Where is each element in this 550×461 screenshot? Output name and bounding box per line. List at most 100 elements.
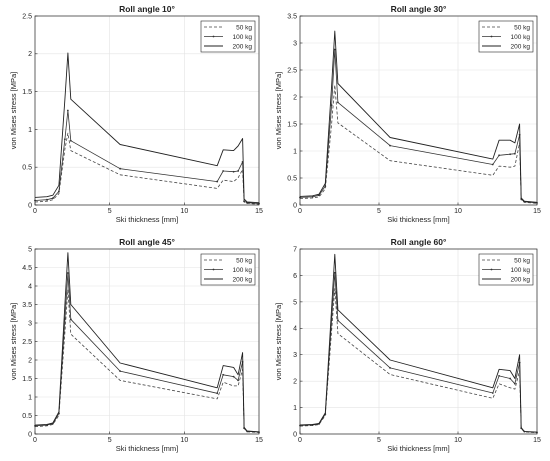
y-tick-label: 1: [293, 148, 297, 155]
subplot-3: 0 5 10 15 0 0.5 1 1.5 2 2.5 3 3.5 4 4.5 5 Roll angle 45…: [9, 237, 263, 453]
y-tick-label: 2.5: [22, 13, 32, 20]
data-point: [491, 392, 494, 394]
x-tick-label: 15: [255, 208, 263, 215]
data-point: [330, 104, 333, 106]
legend-marker: [490, 35, 493, 38]
y-tick-label: 4: [28, 283, 32, 290]
x-axis-label: Ski thickness [mm]: [116, 444, 179, 453]
legend-label: 100 kg: [510, 34, 530, 41]
axes-box: [34, 15, 260, 206]
chart-title: Roll angle 30°: [391, 4, 447, 14]
data-point: [498, 154, 500, 157]
legend-label: 50 kg: [514, 257, 530, 264]
data-point: [337, 319, 339, 322]
y-tick-label: 3: [293, 40, 297, 47]
data-point: [216, 392, 219, 395]
data-point: [119, 370, 122, 372]
y-tick-label: 4.5: [22, 265, 32, 272]
legend: 50 kg 100 kg 200 kg: [478, 253, 534, 286]
data-point: [389, 144, 391, 147]
x-tick-label: 10: [454, 437, 462, 444]
y-tick-label: 1: [28, 394, 32, 401]
legend: 50 kg 100 kg 200 kg: [200, 20, 256, 53]
y-tick-label: 5: [293, 299, 297, 306]
y-tick-label: 2: [28, 51, 32, 58]
legend-label: 50 kg: [514, 24, 530, 31]
y-tick-label: 3: [293, 352, 297, 359]
legend-box: [200, 20, 256, 53]
y-tick-label: 1.5: [22, 89, 32, 96]
data-point: [232, 375, 235, 378]
y-tick-label: 0.5: [22, 413, 32, 420]
y-tick-label: 1: [28, 127, 32, 134]
y-tick-label: 2.5: [287, 67, 297, 74]
data-point: [491, 163, 494, 166]
y-tick-label: 0.5: [22, 165, 32, 172]
x-tick-label: 5: [377, 437, 381, 444]
series-line-200-kg: [34, 252, 260, 433]
legend-label: 200 kg: [232, 43, 252, 50]
data-point: [66, 272, 69, 274]
data-point: [119, 167, 122, 170]
x-tick-label: 10: [180, 208, 188, 215]
subplot-4: 0 5 10 15 0 1 2 3 4 5 6 7 Roll angle 60° Ski thicknes…: [274, 237, 541, 453]
y-axis-label: von Mises stress [MPa]: [9, 72, 18, 150]
series-line-200-kg: [299, 253, 538, 433]
axes-box: [299, 248, 538, 435]
x-axis-label: Ski thickness [mm]: [387, 215, 450, 224]
x-axis-label: Ski thickness [mm]: [387, 444, 450, 453]
legend-label: 200 kg: [232, 276, 252, 283]
x-tick-label: 15: [533, 208, 541, 215]
data-point: [57, 190, 60, 193]
y-tick-label: 2: [293, 94, 297, 101]
data-point: [237, 379, 239, 382]
data-point: [389, 367, 391, 369]
x-tick-label: 0: [298, 208, 302, 215]
legend-marker: [212, 35, 215, 38]
data-point: [216, 180, 219, 183]
series-line-200-kg: [299, 30, 538, 203]
y-tick-label: 3.5: [22, 302, 32, 309]
chart-title: Roll angle 10°: [119, 4, 175, 14]
y-axis-label: von Mises stress [MPa]: [9, 303, 18, 381]
data-point: [222, 170, 225, 172]
legend: 50 kg 100 kg 200 kg: [200, 253, 256, 286]
data-point: [509, 377, 512, 380]
y-tick-label: 2: [293, 379, 297, 386]
chart-title: Roll angle 60°: [391, 237, 447, 247]
axes-box: [299, 15, 538, 206]
legend-label: 50 kg: [236, 24, 252, 31]
data-point: [69, 318, 72, 321]
data-point: [333, 48, 336, 51]
legend-label: 100 kg: [510, 267, 530, 274]
data-point: [311, 196, 314, 198]
data-point: [513, 382, 516, 385]
data-point: [222, 373, 225, 376]
x-tick-label: 0: [33, 437, 37, 444]
y-tick-label: 2.5: [22, 339, 32, 346]
subplot-2: 0 5 10 15 0 0.5 1 1.5 2 2.5 3 3.5 Roll angle 30° Ski …: [274, 4, 541, 224]
x-tick-label: 5: [377, 208, 381, 215]
x-axis-label: Ski thickness [mm]: [116, 215, 179, 224]
data-point: [52, 197, 54, 200]
y-tick-label: 1: [293, 405, 297, 412]
y-axis-label: von Mises stress [MPa]: [274, 303, 283, 381]
legend-label: 200 kg: [510, 276, 530, 283]
data-point: [337, 101, 339, 104]
legend-marker: [212, 268, 215, 271]
data-point: [232, 170, 235, 173]
y-tick-label: 0: [293, 202, 297, 209]
x-tick-label: 0: [33, 208, 37, 215]
data-point: [69, 139, 72, 142]
x-tick-label: 5: [108, 437, 112, 444]
data-point: [509, 153, 512, 156]
series-line-200-kg: [34, 52, 260, 204]
x-tick-label: 10: [180, 437, 188, 444]
subplot-1: 0 5 10 15 0 0.5 1 1.5 2 2.5 Roll angle 10° Ski thic…: [9, 4, 263, 224]
x-tick-label: 15: [255, 437, 263, 444]
legend: 50 kg 100 kg 200 kg: [478, 20, 534, 53]
y-tick-label: 0: [28, 431, 32, 438]
legend-marker: [490, 268, 493, 271]
y-tick-label: 0: [293, 431, 297, 438]
